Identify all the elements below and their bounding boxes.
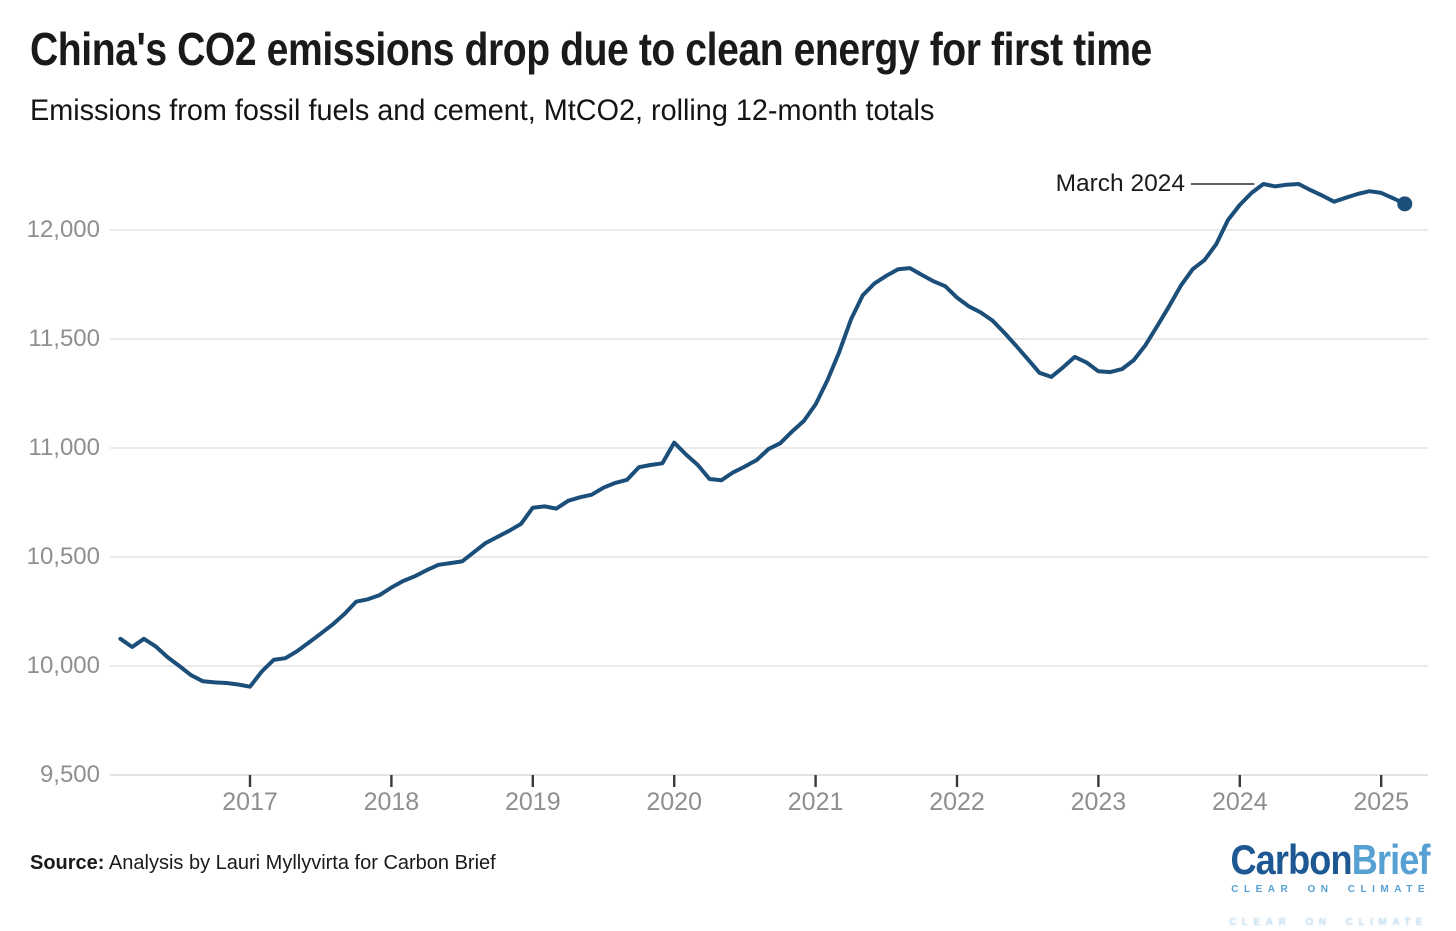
logo-tagline: CLEAR ON CLIMATE — [1231, 884, 1430, 895]
x-axis-label: 2017 — [222, 788, 278, 816]
end-point-marker — [1397, 196, 1413, 212]
y-axis-label: 10,000 — [26, 652, 100, 679]
y-axis-label: 11,500 — [28, 325, 100, 352]
logo-carbon: Carbon — [1230, 836, 1353, 883]
source-label: Source: — [30, 852, 105, 874]
x-axis-label: 2022 — [929, 788, 985, 816]
source-text: Analysis by Lauri Myllyvirta for Carbon … — [104, 852, 496, 874]
logo-wordmark: CarbonBrief — [1230, 836, 1431, 883]
logo-brief: Brief — [1351, 836, 1431, 883]
x-axis-label: 2020 — [646, 788, 702, 816]
y-axis-label: 11,000 — [28, 434, 100, 461]
x-axis-label: 2018 — [363, 788, 420, 816]
y-axis-label: 12,000 — [26, 216, 100, 243]
x-axis-label: 2021 — [787, 788, 844, 816]
logo-tagline-ghost: CLEAR ON CLIMATE — [1229, 917, 1428, 928]
x-axis-label: 2024 — [1211, 788, 1268, 816]
chart-subtitle: Emissions from fossil fuels and cement, … — [30, 94, 935, 127]
chart-title: China's CO2 emissions drop due to clean … — [30, 23, 1152, 75]
carbonbrief-logo: CarbonBrief CLEAR ON CLIMATE — [1198, 836, 1431, 896]
annotation-label: March 2024 — [1055, 170, 1185, 197]
x-axis-label: 2023 — [1070, 788, 1127, 816]
y-axis-label: 9,500 — [39, 761, 100, 788]
x-axis-label: 2025 — [1353, 788, 1409, 816]
x-axis-label: 2019 — [504, 788, 561, 816]
source-note: Source: Analysis by Lauri Myllyvirta for… — [30, 852, 496, 875]
y-axis-label: 10,500 — [26, 543, 100, 570]
emissions-line — [118, 182, 1407, 689]
